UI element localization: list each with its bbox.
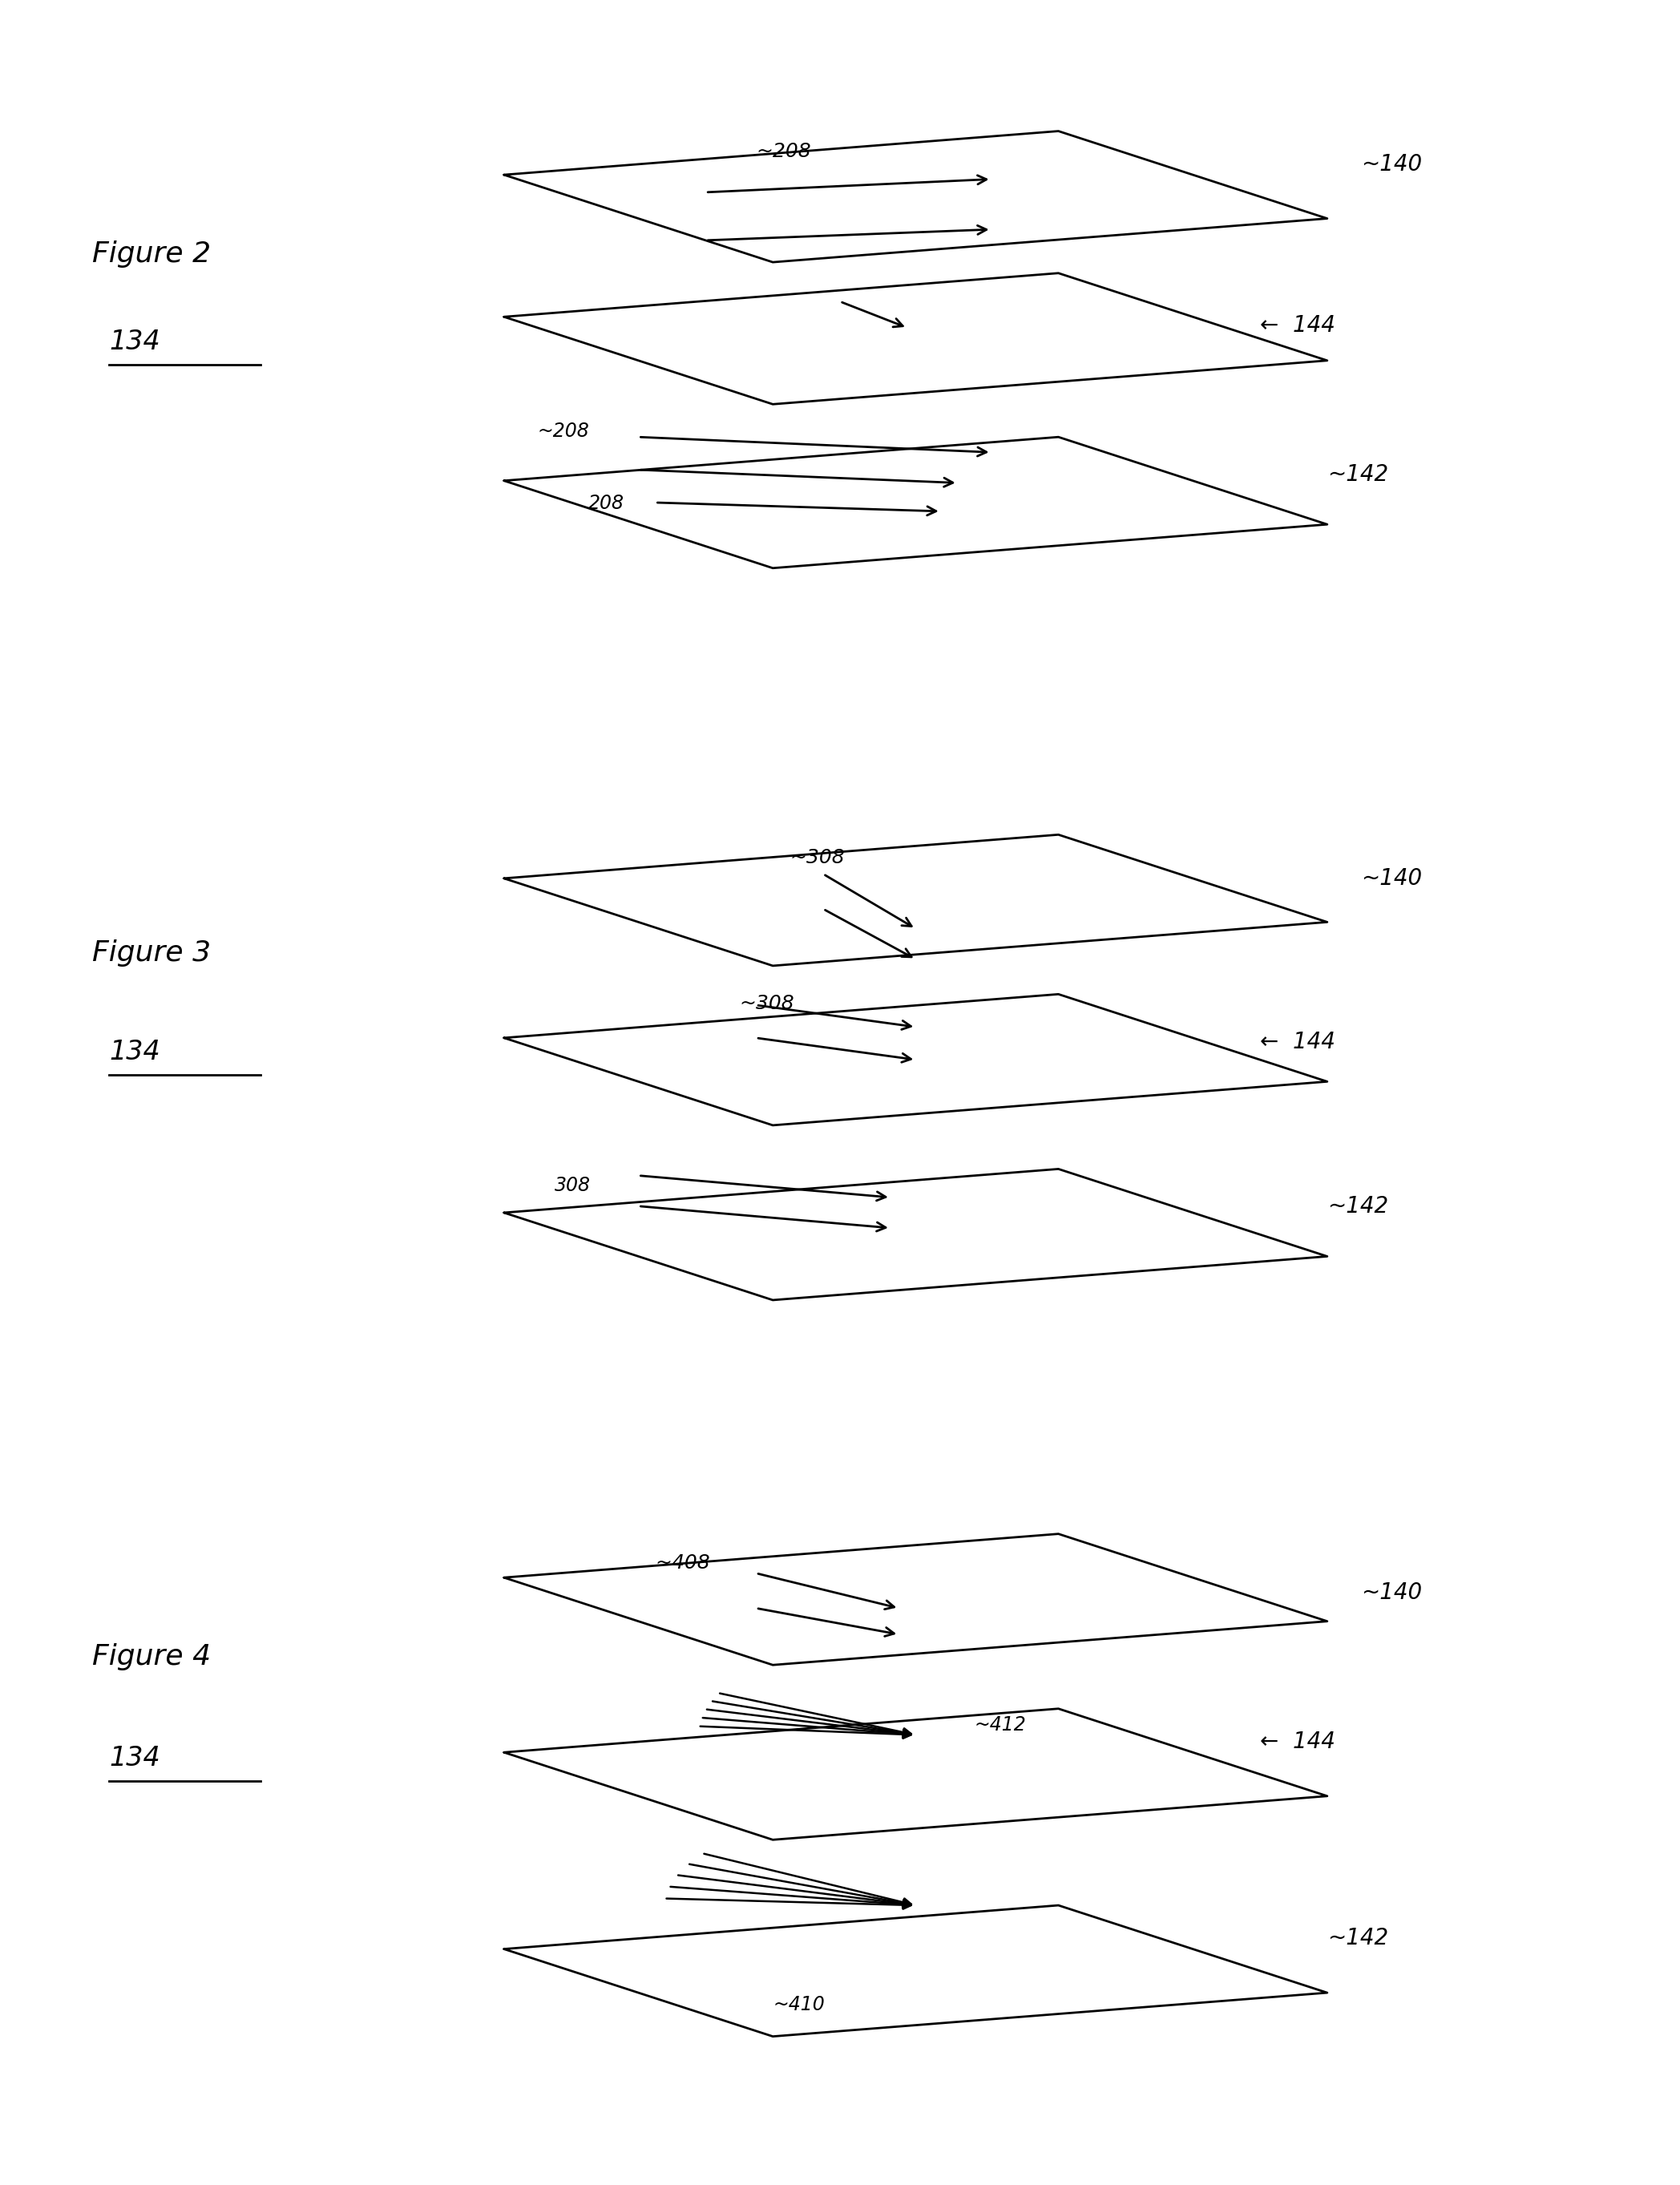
Text: 308: 308 <box>554 1176 590 1195</box>
Text: ~142: ~142 <box>1327 1195 1388 1217</box>
Text: ~140: ~140 <box>1361 153 1421 175</box>
Text: ~208: ~208 <box>538 422 590 441</box>
Text: 208: 208 <box>588 494 623 513</box>
Text: ~140: ~140 <box>1361 867 1421 889</box>
Text: ~142: ~142 <box>1327 1927 1388 1949</box>
Text: ~412: ~412 <box>974 1715 1026 1735</box>
Text: ←  144: ← 144 <box>1260 315 1336 336</box>
Text: Figure 4: Figure 4 <box>92 1643 212 1672</box>
Text: ~408: ~408 <box>655 1554 711 1573</box>
Text: ~308: ~308 <box>790 848 845 867</box>
Text: ~308: ~308 <box>739 994 795 1014</box>
Text: ~208: ~208 <box>756 142 811 162</box>
Text: ←  144: ← 144 <box>1260 1731 1336 1752</box>
Text: 134: 134 <box>109 1038 160 1066</box>
Text: ~410: ~410 <box>773 1995 825 2015</box>
Text: ~140: ~140 <box>1361 1582 1421 1604</box>
Text: ←  144: ← 144 <box>1260 1031 1336 1053</box>
Text: Figure 2: Figure 2 <box>92 240 212 269</box>
Text: 134: 134 <box>109 1744 160 1772</box>
Text: ~142: ~142 <box>1327 463 1388 485</box>
Text: 134: 134 <box>109 328 160 356</box>
Text: Figure 3: Figure 3 <box>92 940 212 968</box>
